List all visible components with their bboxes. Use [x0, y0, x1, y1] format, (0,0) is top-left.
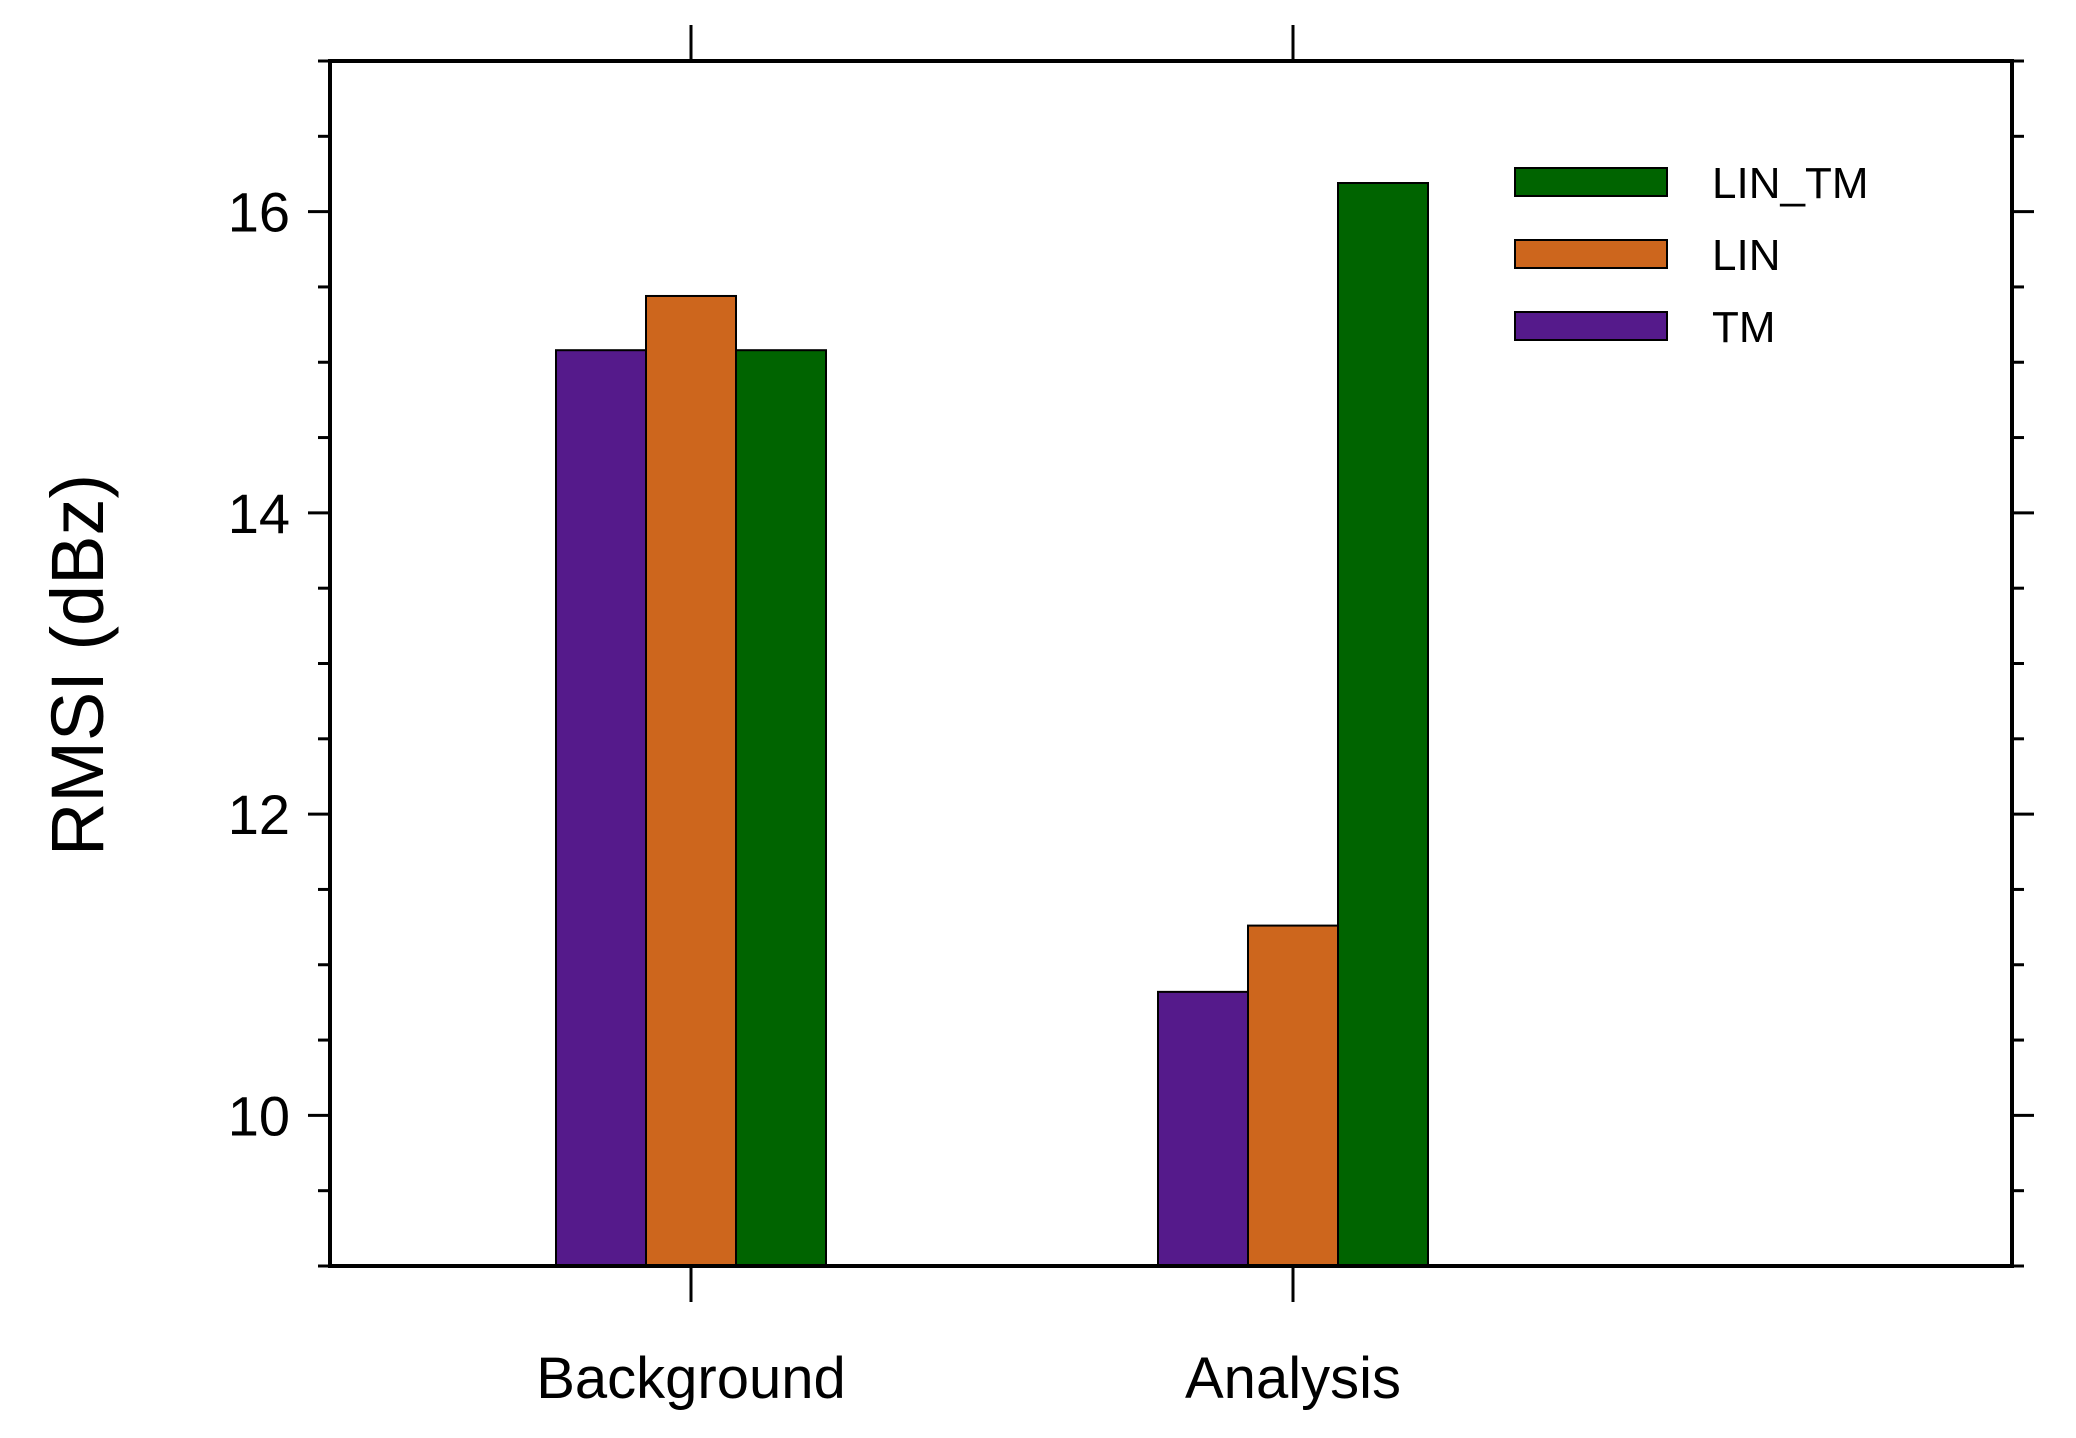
y-tick-label: 14: [228, 482, 290, 545]
bar-lin-tm-background: [735, 349, 827, 1267]
y-tick-label: 12: [228, 783, 290, 846]
bar-tm-analysis: [1157, 990, 1249, 1267]
x-category-label: Analysis: [1185, 1346, 1401, 1411]
bar-lin-tm-analysis: [1337, 182, 1429, 1268]
legend-swatch: [1514, 239, 1668, 269]
y-tick-label: 10: [228, 1084, 290, 1147]
legend-swatch: [1514, 311, 1668, 341]
bar-tm-background: [555, 349, 647, 1267]
bar-lin-background: [645, 294, 737, 1268]
legend-swatch: [1514, 167, 1668, 197]
legend-label: LIN_TM: [1712, 159, 1868, 208]
legend-label: LIN: [1712, 231, 1780, 280]
y-tick-label: 16: [228, 181, 290, 244]
y-axis-title: RMSI (dBz): [36, 474, 119, 856]
x-category-label: Background: [536, 1346, 846, 1411]
bars-layer: [555, 182, 1429, 1268]
legend: LIN_TM LIN TM: [1514, 159, 1868, 352]
bar-lin-analysis: [1247, 924, 1339, 1268]
axes-layer: 10 12 14 16 Background Analysis: [228, 25, 2034, 1411]
legend-label: TM: [1712, 303, 1776, 352]
